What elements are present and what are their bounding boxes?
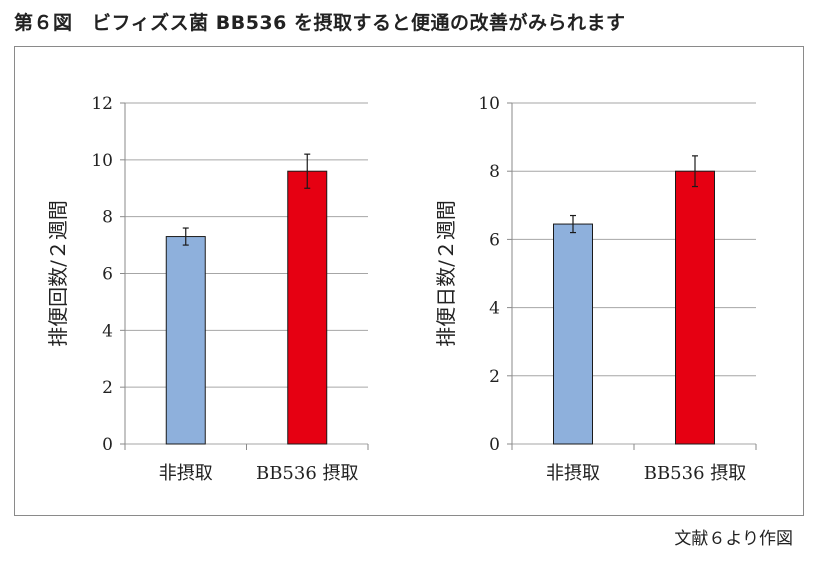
chart1-ytick-label: 6 bbox=[102, 265, 113, 285]
chart2-ytick-label: 10 bbox=[478, 94, 500, 114]
chart1-ytick-label: 12 bbox=[91, 94, 113, 114]
chart1-category-label: 非摂取 bbox=[159, 463, 213, 484]
chart1-category-label: BB536 摂取 bbox=[256, 463, 359, 484]
chart1-ytick-label: 4 bbox=[102, 321, 113, 341]
chart2-category-label: 非摂取 bbox=[546, 463, 600, 484]
chart2-bar-1 bbox=[553, 223, 593, 445]
figure-title: 第６図 ビフィズス菌 BB536 を摂取すると便通の改善がみられます bbox=[14, 12, 626, 34]
chart2-y-axis-label: 排便日数/２週間 bbox=[434, 200, 458, 347]
chart2-ytick-label: 6 bbox=[489, 230, 500, 250]
chart1-ytick-label: 2 bbox=[102, 378, 113, 398]
chart1-ytick-label: 8 bbox=[102, 208, 113, 228]
chart2-bar-2 bbox=[675, 170, 715, 445]
chart2-category-label: BB536 摂取 bbox=[644, 463, 747, 484]
chart-frame bbox=[14, 46, 804, 516]
chart1-bar-1 bbox=[165, 236, 206, 445]
chart1-ytick-label: 10 bbox=[91, 151, 113, 171]
chart2-ytick-label: 0 bbox=[489, 435, 500, 455]
chart2-ytick-label: 4 bbox=[489, 299, 500, 319]
chart2-ytick-label: 8 bbox=[489, 162, 500, 182]
source-note: 文献６より作図 bbox=[674, 529, 793, 549]
chart1-bar-2 bbox=[287, 170, 328, 445]
chart1-y-axis-label: 排便回数/２週間 bbox=[46, 200, 70, 347]
chart1-ytick-label: 0 bbox=[102, 435, 113, 455]
chart2-ytick-label: 2 bbox=[489, 367, 500, 387]
